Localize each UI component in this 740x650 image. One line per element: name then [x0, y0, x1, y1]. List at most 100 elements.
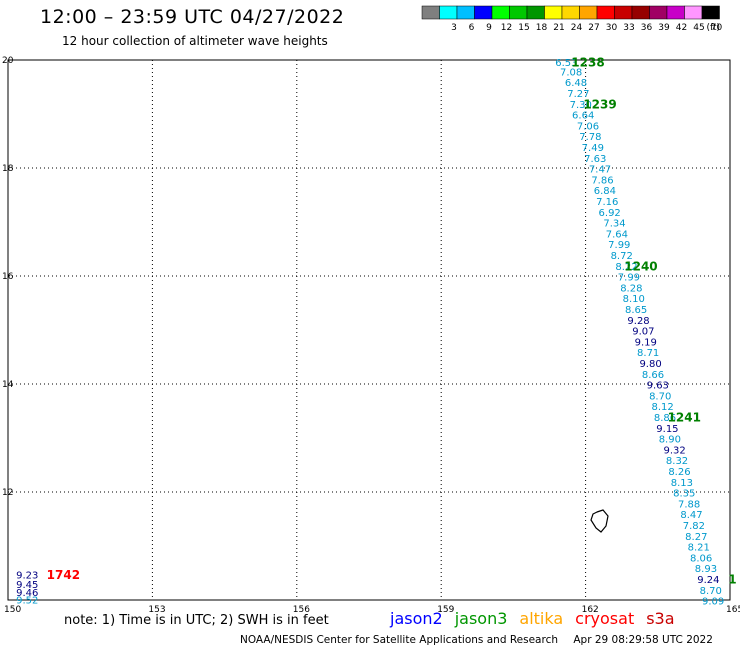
legend-label: 15 — [518, 23, 529, 33]
swh-value: 9.15 — [656, 424, 678, 435]
x-tick-label: 159 — [437, 605, 454, 615]
legend-swatch — [474, 5, 493, 20]
swh-value: 8.10 — [623, 294, 645, 305]
swh-value: 6.84 — [594, 186, 616, 197]
y-tick-label: 18 — [2, 164, 14, 174]
swh-value: 8.13 — [671, 478, 693, 489]
swh-value: 7.63 — [584, 154, 606, 165]
swh-value: 9.32 — [664, 445, 686, 456]
swh-value: 8.72 — [611, 251, 633, 262]
swh-value: 6.48 — [565, 78, 587, 89]
swh-value: 7.64 — [606, 229, 628, 240]
satellite-s3a: s3a — [646, 609, 675, 628]
swh-value: 7.78 — [579, 132, 601, 143]
footnote: note: 1) Time is in UTC; 2) SWH is in fe… — [64, 613, 329, 628]
swh-value: 8.12 — [651, 402, 673, 413]
legend-swatch — [614, 5, 633, 20]
swh-value: 9.63 — [647, 381, 669, 392]
swh-value: 8.47 — [680, 510, 702, 521]
legend-swatch — [509, 5, 528, 20]
time-labels: 1238 1239 1240 1241 1 1742 — [47, 56, 737, 587]
time-label: 1 — [728, 572, 736, 586]
legend-label: 12 — [501, 23, 512, 33]
swh-value: 9.80 — [639, 359, 661, 370]
legend-swatch — [491, 5, 510, 20]
swh-value: 8.93 — [695, 564, 717, 575]
legend-swatch — [456, 5, 475, 20]
swh-value: 9.52 — [16, 596, 38, 607]
legend-label: 6 — [469, 23, 475, 33]
track-values: 6.537.086.487.277.306.647.067.787.497.63… — [16, 58, 724, 607]
swh-value: 7.06 — [577, 121, 599, 132]
swh-value: 6.92 — [599, 208, 621, 219]
island-outline — [590, 509, 609, 533]
legend-swatch — [421, 5, 440, 20]
legend-label: 45 — [693, 23, 704, 33]
swh-value: 7.99 — [618, 273, 640, 284]
swh-value: 9.46 — [16, 588, 38, 599]
timestamp-text: Apr 29 08:29:58 UTC 2022 — [573, 634, 713, 646]
legend-swatch — [631, 5, 650, 20]
color-legend: 3 6 9 12 15 18 21 24 27 30 33 36 39 42 45 70(ft) — [421, 5, 723, 33]
x-tick-label: 156 — [293, 605, 310, 615]
swh-value: 7.82 — [683, 521, 705, 532]
y-tick-label: 16 — [2, 272, 14, 282]
swh-value: 6.53 — [555, 58, 577, 69]
legend-swatch — [596, 5, 615, 20]
legend-label: 39 — [658, 23, 670, 33]
plot-frame — [7, 59, 731, 601]
satellite-jason2: jason2 — [390, 609, 443, 628]
swh-value: 7.49 — [582, 143, 604, 154]
swh-value: 8.71 — [637, 348, 659, 359]
y-tick-label: 20 — [2, 56, 14, 66]
time-label: 1238 — [571, 56, 604, 70]
swh-value: 7.99 — [608, 240, 630, 251]
legend-swatch — [684, 5, 703, 20]
y-tick-label: 12 — [2, 488, 13, 498]
legend-swatch — [666, 5, 685, 20]
legend-label: 21 — [553, 23, 564, 33]
time-label: 1241 — [668, 410, 701, 424]
swh-value: 8.22 — [615, 262, 637, 273]
legend-label: 30 — [606, 23, 618, 33]
swh-value: 7.34 — [603, 219, 625, 230]
y-tick-labels: 12 14 16 18 20 — [2, 56, 14, 498]
swh-value: 8.70 — [649, 391, 671, 402]
swh-value: 7.47 — [589, 165, 611, 176]
swh-value: 8.70 — [700, 586, 722, 597]
swh-value: 8.66 — [642, 370, 664, 381]
satellite-jason3: jason3 — [454, 609, 508, 628]
credit-line: NOAA/NESDIS Center for Satellite Applica… — [240, 634, 725, 646]
legend-swatch — [439, 5, 458, 20]
swh-value: 6.64 — [572, 111, 594, 122]
time-label: 1240 — [624, 259, 657, 273]
swh-value: 7.88 — [678, 499, 700, 510]
swh-value: 8.28 — [620, 283, 642, 294]
satellite-legend: jason2 jason3 altika cryosat s3a — [390, 609, 687, 628]
swh-value: 7.16 — [596, 197, 618, 208]
satellite-cryosat: cryosat — [575, 609, 635, 628]
legend-swatch — [561, 5, 580, 20]
swh-value: 9.24 — [697, 575, 719, 586]
swh-value: 8.21 — [688, 543, 710, 554]
legend-swatch — [579, 5, 598, 20]
legend-label: 3 — [451, 23, 457, 33]
legend-label: 70 — [711, 23, 723, 33]
legend-label: 36 — [641, 23, 653, 33]
legend-swatch — [544, 5, 563, 20]
swh-value: 8.32 — [666, 456, 688, 467]
grid-lines — [8, 60, 730, 600]
y-tick-label: 14 — [2, 380, 14, 390]
swh-value: 8.27 — [685, 532, 707, 543]
credit-text: NOAA/NESDIS Center for Satellite Applica… — [240, 634, 558, 646]
time-label: 1239 — [583, 97, 616, 111]
legend-label: 42 — [676, 23, 687, 33]
legend-label: 24 — [571, 23, 583, 33]
swh-value: 9.23 — [16, 571, 38, 582]
swh-value: 8.90 — [659, 435, 681, 446]
x-tick-label: 153 — [148, 605, 165, 615]
legend-label: 18 — [536, 23, 548, 33]
swh-value: 8.35 — [673, 489, 695, 500]
legend-swatch — [701, 5, 720, 20]
